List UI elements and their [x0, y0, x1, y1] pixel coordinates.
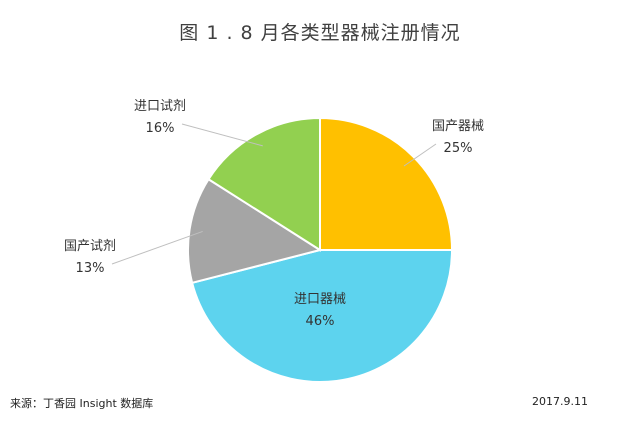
slice-label-1: 国产器械 — [432, 119, 484, 134]
pie-slice-2 — [190, 249, 454, 383]
slice-label-2: 进口器械 — [294, 292, 346, 307]
slice-label-4: 进口试剂 — [134, 99, 186, 114]
chart-title: 图 1 . 8 月各类型器械注册情况 — [179, 22, 461, 44]
slice-value-3: 13% — [76, 261, 105, 276]
slice-value-1: 25% — [444, 141, 473, 156]
leader-line-1 — [403, 143, 437, 167]
pie-slice-1 — [319, 116, 454, 251]
source-note: 来源：丁香园 Insight 数据库 — [10, 397, 154, 410]
date-note: 2017.9.11 — [532, 395, 588, 408]
slice-value-2: 46% — [306, 314, 335, 329]
leader-line-4 — [181, 123, 263, 147]
leader-line-3 — [111, 230, 203, 265]
pie-slice-3 — [187, 177, 323, 285]
slice-label-3: 国产试剂 — [64, 239, 116, 254]
slice-value-4: 16% — [146, 121, 175, 136]
pie-slice-4 — [207, 116, 321, 252]
